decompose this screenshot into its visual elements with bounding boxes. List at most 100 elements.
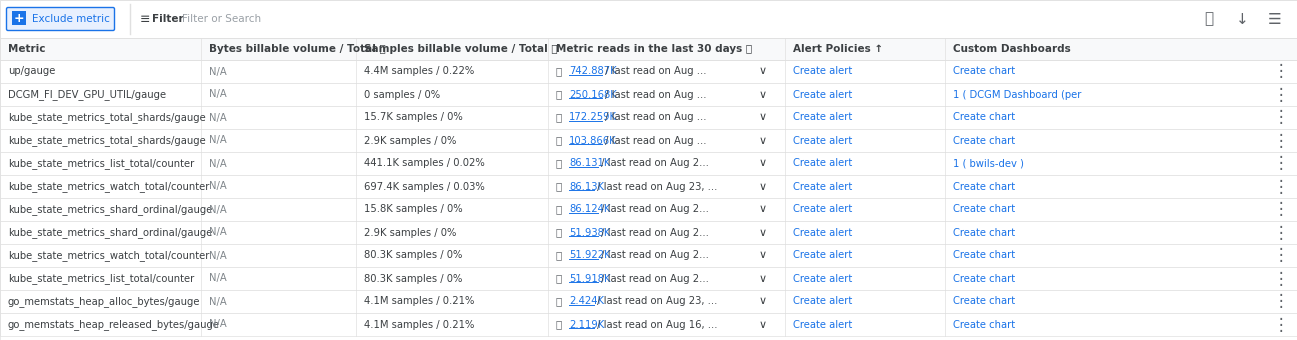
Text: 4.1M samples / 0.21%: 4.1M samples / 0.21% xyxy=(364,320,475,329)
Text: go_memstats_heap_released_bytes/gauge: go_memstats_heap_released_bytes/gauge xyxy=(8,319,220,330)
Text: Create chart: Create chart xyxy=(953,251,1016,260)
Text: 103.866K: 103.866K xyxy=(569,136,616,146)
Text: ∨: ∨ xyxy=(759,158,767,169)
Text: / last read on Aug 2...: / last read on Aug 2... xyxy=(598,158,709,169)
Text: Bytes billable volume / Total ⓘ: Bytes billable volume / Total ⓘ xyxy=(209,44,385,54)
Text: 4.1M samples / 0.21%: 4.1M samples / 0.21% xyxy=(364,296,475,306)
Text: ⋮: ⋮ xyxy=(1272,177,1289,196)
Text: ⋮: ⋮ xyxy=(1272,246,1289,265)
Text: Create chart: Create chart xyxy=(953,296,1016,306)
Text: 441.1K samples / 0.02%: 441.1K samples / 0.02% xyxy=(364,158,485,169)
Text: ⓘ: ⓘ xyxy=(556,296,563,306)
Text: N/A: N/A xyxy=(209,67,227,76)
Bar xyxy=(0,290,1297,313)
Text: Create chart: Create chart xyxy=(953,204,1016,215)
Text: ∨: ∨ xyxy=(759,136,767,146)
Text: ∨: ∨ xyxy=(759,251,767,260)
Text: 80.3K samples / 0%: 80.3K samples / 0% xyxy=(364,273,462,284)
Text: Create alert: Create alert xyxy=(792,67,852,76)
Text: kube_state_metrics_total_shards/gauge: kube_state_metrics_total_shards/gauge xyxy=(8,112,206,123)
Bar xyxy=(0,221,1297,244)
Text: 742.887K: 742.887K xyxy=(569,67,616,76)
Text: ∨: ∨ xyxy=(759,227,767,238)
Text: Filter or Search: Filter or Search xyxy=(182,14,261,24)
Text: ⓘ: ⓘ xyxy=(556,320,563,329)
Text: Create alert: Create alert xyxy=(792,136,852,146)
Text: Alert Policies ↑: Alert Policies ↑ xyxy=(792,44,883,54)
Text: / last read on Aug 2...: / last read on Aug 2... xyxy=(598,204,709,215)
Text: ∨: ∨ xyxy=(759,67,767,76)
Text: +: + xyxy=(14,13,25,26)
Bar xyxy=(0,0,1297,38)
Text: 697.4K samples / 0.03%: 697.4K samples / 0.03% xyxy=(364,182,485,191)
Text: 2.119K: 2.119K xyxy=(569,320,604,329)
Text: Create chart: Create chart xyxy=(953,136,1016,146)
Text: ⋮: ⋮ xyxy=(1272,108,1289,126)
Text: Create alert: Create alert xyxy=(792,273,852,284)
Text: N/A: N/A xyxy=(209,204,227,215)
Bar xyxy=(0,175,1297,198)
Text: 86.124K: 86.124K xyxy=(569,204,611,215)
Text: Create alert: Create alert xyxy=(792,227,852,238)
Bar xyxy=(0,106,1297,129)
Text: / last read on Aug 2...: / last read on Aug 2... xyxy=(598,227,709,238)
Text: go_memstats_heap_alloc_bytes/gauge: go_memstats_heap_alloc_bytes/gauge xyxy=(8,296,201,307)
Bar xyxy=(0,152,1297,175)
Text: Create chart: Create chart xyxy=(953,182,1016,191)
Text: ∨: ∨ xyxy=(759,296,767,306)
Text: kube_state_metrics_watch_total/counter: kube_state_metrics_watch_total/counter xyxy=(8,250,209,261)
Text: 0 samples / 0%: 0 samples / 0% xyxy=(364,89,440,100)
Text: Create alert: Create alert xyxy=(792,296,852,306)
Text: ∨: ∨ xyxy=(759,320,767,329)
Text: ⓘ: ⓘ xyxy=(556,273,563,284)
Bar xyxy=(0,38,1297,60)
Text: ⓘ: ⓘ xyxy=(556,67,563,76)
Text: ∨: ∨ xyxy=(759,204,767,215)
Bar xyxy=(12,11,26,25)
Text: Create chart: Create chart xyxy=(953,113,1016,122)
Text: ⓘ: ⓘ xyxy=(556,113,563,122)
Text: ⓘ: ⓘ xyxy=(556,89,563,100)
Bar xyxy=(0,267,1297,290)
Text: Create alert: Create alert xyxy=(792,113,852,122)
Text: / last read on Aug ...: / last read on Aug ... xyxy=(602,113,707,122)
Text: Create chart: Create chart xyxy=(953,320,1016,329)
Text: Create alert: Create alert xyxy=(792,320,852,329)
Text: Create chart: Create chart xyxy=(953,67,1016,76)
Text: Create chart: Create chart xyxy=(953,273,1016,284)
Text: DCGM_FI_DEV_GPU_UTIL/gauge: DCGM_FI_DEV_GPU_UTIL/gauge xyxy=(8,89,166,100)
Text: ⋮: ⋮ xyxy=(1272,154,1289,172)
Text: ∨: ∨ xyxy=(759,89,767,100)
Text: N/A: N/A xyxy=(209,251,227,260)
Text: kube_state_metrics_watch_total/counter: kube_state_metrics_watch_total/counter xyxy=(8,181,209,192)
Bar xyxy=(0,313,1297,336)
Text: 86.131K: 86.131K xyxy=(569,158,611,169)
Text: 15.8K samples / 0%: 15.8K samples / 0% xyxy=(364,204,463,215)
Text: / last read on Aug 16, ...: / last read on Aug 16, ... xyxy=(594,320,717,329)
Text: 2.9K samples / 0%: 2.9K samples / 0% xyxy=(364,136,457,146)
Text: N/A: N/A xyxy=(209,89,227,100)
Text: ⋮: ⋮ xyxy=(1272,270,1289,288)
Text: Samples billable volume / Total ⓘ: Samples billable volume / Total ⓘ xyxy=(364,44,558,54)
Text: ☰: ☰ xyxy=(1268,12,1281,27)
Text: N/A: N/A xyxy=(209,296,227,306)
Text: ⓘ: ⓘ xyxy=(556,158,563,169)
Text: Metric reads in the last 30 days ⓘ: Metric reads in the last 30 days ⓘ xyxy=(556,44,752,54)
Text: / last read on Aug ...: / last read on Aug ... xyxy=(602,89,707,100)
Text: ⋮: ⋮ xyxy=(1272,85,1289,103)
Text: up/gauge: up/gauge xyxy=(8,67,56,76)
Text: ↓: ↓ xyxy=(1236,12,1249,27)
Text: Create alert: Create alert xyxy=(792,182,852,191)
Text: 250.168K: 250.168K xyxy=(569,89,617,100)
Bar xyxy=(0,244,1297,267)
Text: 2.424K: 2.424K xyxy=(569,296,604,306)
Text: kube_state_metrics_shard_ordinal/gauge: kube_state_metrics_shard_ordinal/gauge xyxy=(8,227,213,238)
Text: ∨: ∨ xyxy=(759,273,767,284)
Text: ∨: ∨ xyxy=(759,182,767,191)
Text: 2.9K samples / 0%: 2.9K samples / 0% xyxy=(364,227,457,238)
Text: / last read on Aug 2...: / last read on Aug 2... xyxy=(598,251,709,260)
Bar xyxy=(0,83,1297,106)
Text: ⋮: ⋮ xyxy=(1272,132,1289,150)
Text: kube_state_metrics_total_shards/gauge: kube_state_metrics_total_shards/gauge xyxy=(8,135,206,146)
Text: kube_state_metrics_shard_ordinal/gauge: kube_state_metrics_shard_ordinal/gauge xyxy=(8,204,213,215)
